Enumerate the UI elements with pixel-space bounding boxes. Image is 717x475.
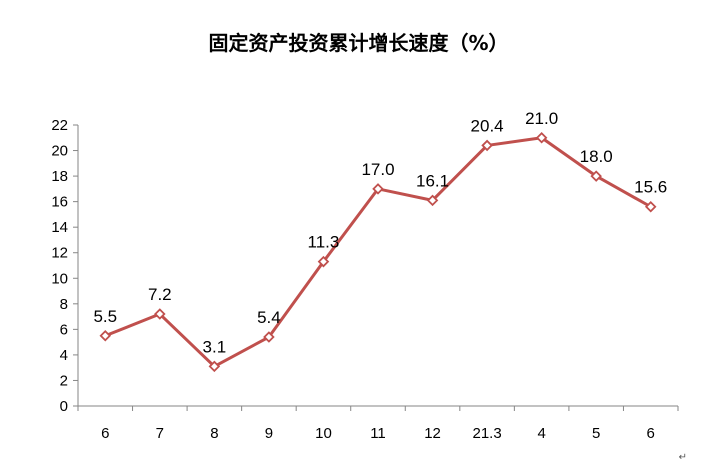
data-label: 15.6	[634, 178, 667, 197]
x-tick-label: 6	[647, 425, 655, 442]
x-tick-label: 5	[592, 425, 600, 442]
y-tick-label: 6	[60, 321, 68, 338]
x-tick-label: 10	[315, 425, 332, 442]
data-label: 3.1	[203, 337, 227, 356]
x-tick-label: 8	[210, 425, 218, 442]
x-tick-label: 6	[101, 425, 109, 442]
x-tick-label: 7	[156, 425, 164, 442]
data-point-marker	[535, 131, 548, 144]
y-tick-label: 14	[51, 219, 68, 236]
y-tick-label: 10	[51, 270, 68, 287]
data-point-marker	[317, 255, 330, 268]
data-point-marker	[372, 183, 384, 195]
y-tick-label: 12	[51, 245, 68, 262]
data-point-marker	[263, 331, 275, 343]
data-label: 20.4	[471, 116, 504, 135]
axes	[77, 125, 678, 407]
data-label: 17.0	[361, 160, 394, 179]
y-tick-label: 22	[51, 117, 68, 134]
x-tick-label: 11	[370, 425, 386, 442]
x-tick-label: 12	[424, 425, 441, 442]
data-point-marker	[154, 308, 166, 320]
data-label: 5.4	[257, 308, 281, 327]
data-labels: 5.5 7.2 3.1 5.4 11.3 17.0 16.1 20.4 21.0 18.0 15.6	[93, 109, 667, 357]
y-axis-ticks: 0 2 4 6 8 10 12 14 16 18 20 22	[51, 117, 78, 415]
y-tick-label: 8	[60, 296, 68, 313]
data-point-marker	[426, 194, 439, 207]
data-point-marker	[590, 170, 602, 182]
data-point-marker	[208, 360, 221, 373]
y-tick-label: 16	[51, 194, 68, 211]
data-label: 16.1	[416, 171, 449, 190]
data-label: 21.0	[525, 109, 558, 128]
data-point-marker	[481, 139, 493, 152]
y-tick-label: 18	[51, 168, 68, 185]
series	[99, 131, 657, 373]
chart-title: 固定资产投资累计增长速度（%）	[208, 31, 509, 55]
data-label: 18.0	[580, 147, 613, 166]
x-tick-label: 9	[265, 425, 273, 442]
data-point-marker	[644, 200, 657, 213]
y-tick-label: 0	[60, 398, 68, 415]
data-label: 7.2	[148, 285, 172, 304]
data-label: 11.3	[308, 233, 340, 252]
x-tick-label: 21.3	[472, 425, 501, 442]
y-tick-label: 4	[60, 347, 68, 364]
data-point-marker	[99, 329, 112, 342]
x-axis-ticks: 6 7 8 9 10 11 12 21.3 4 5 6	[77, 406, 679, 442]
y-tick-label: 2	[60, 372, 68, 389]
y-tick-label: 20	[51, 143, 68, 160]
data-label: 5.5	[93, 307, 117, 326]
x-tick-label: 4	[537, 425, 545, 442]
paragraph-mark-icon: ↵	[678, 452, 687, 463]
